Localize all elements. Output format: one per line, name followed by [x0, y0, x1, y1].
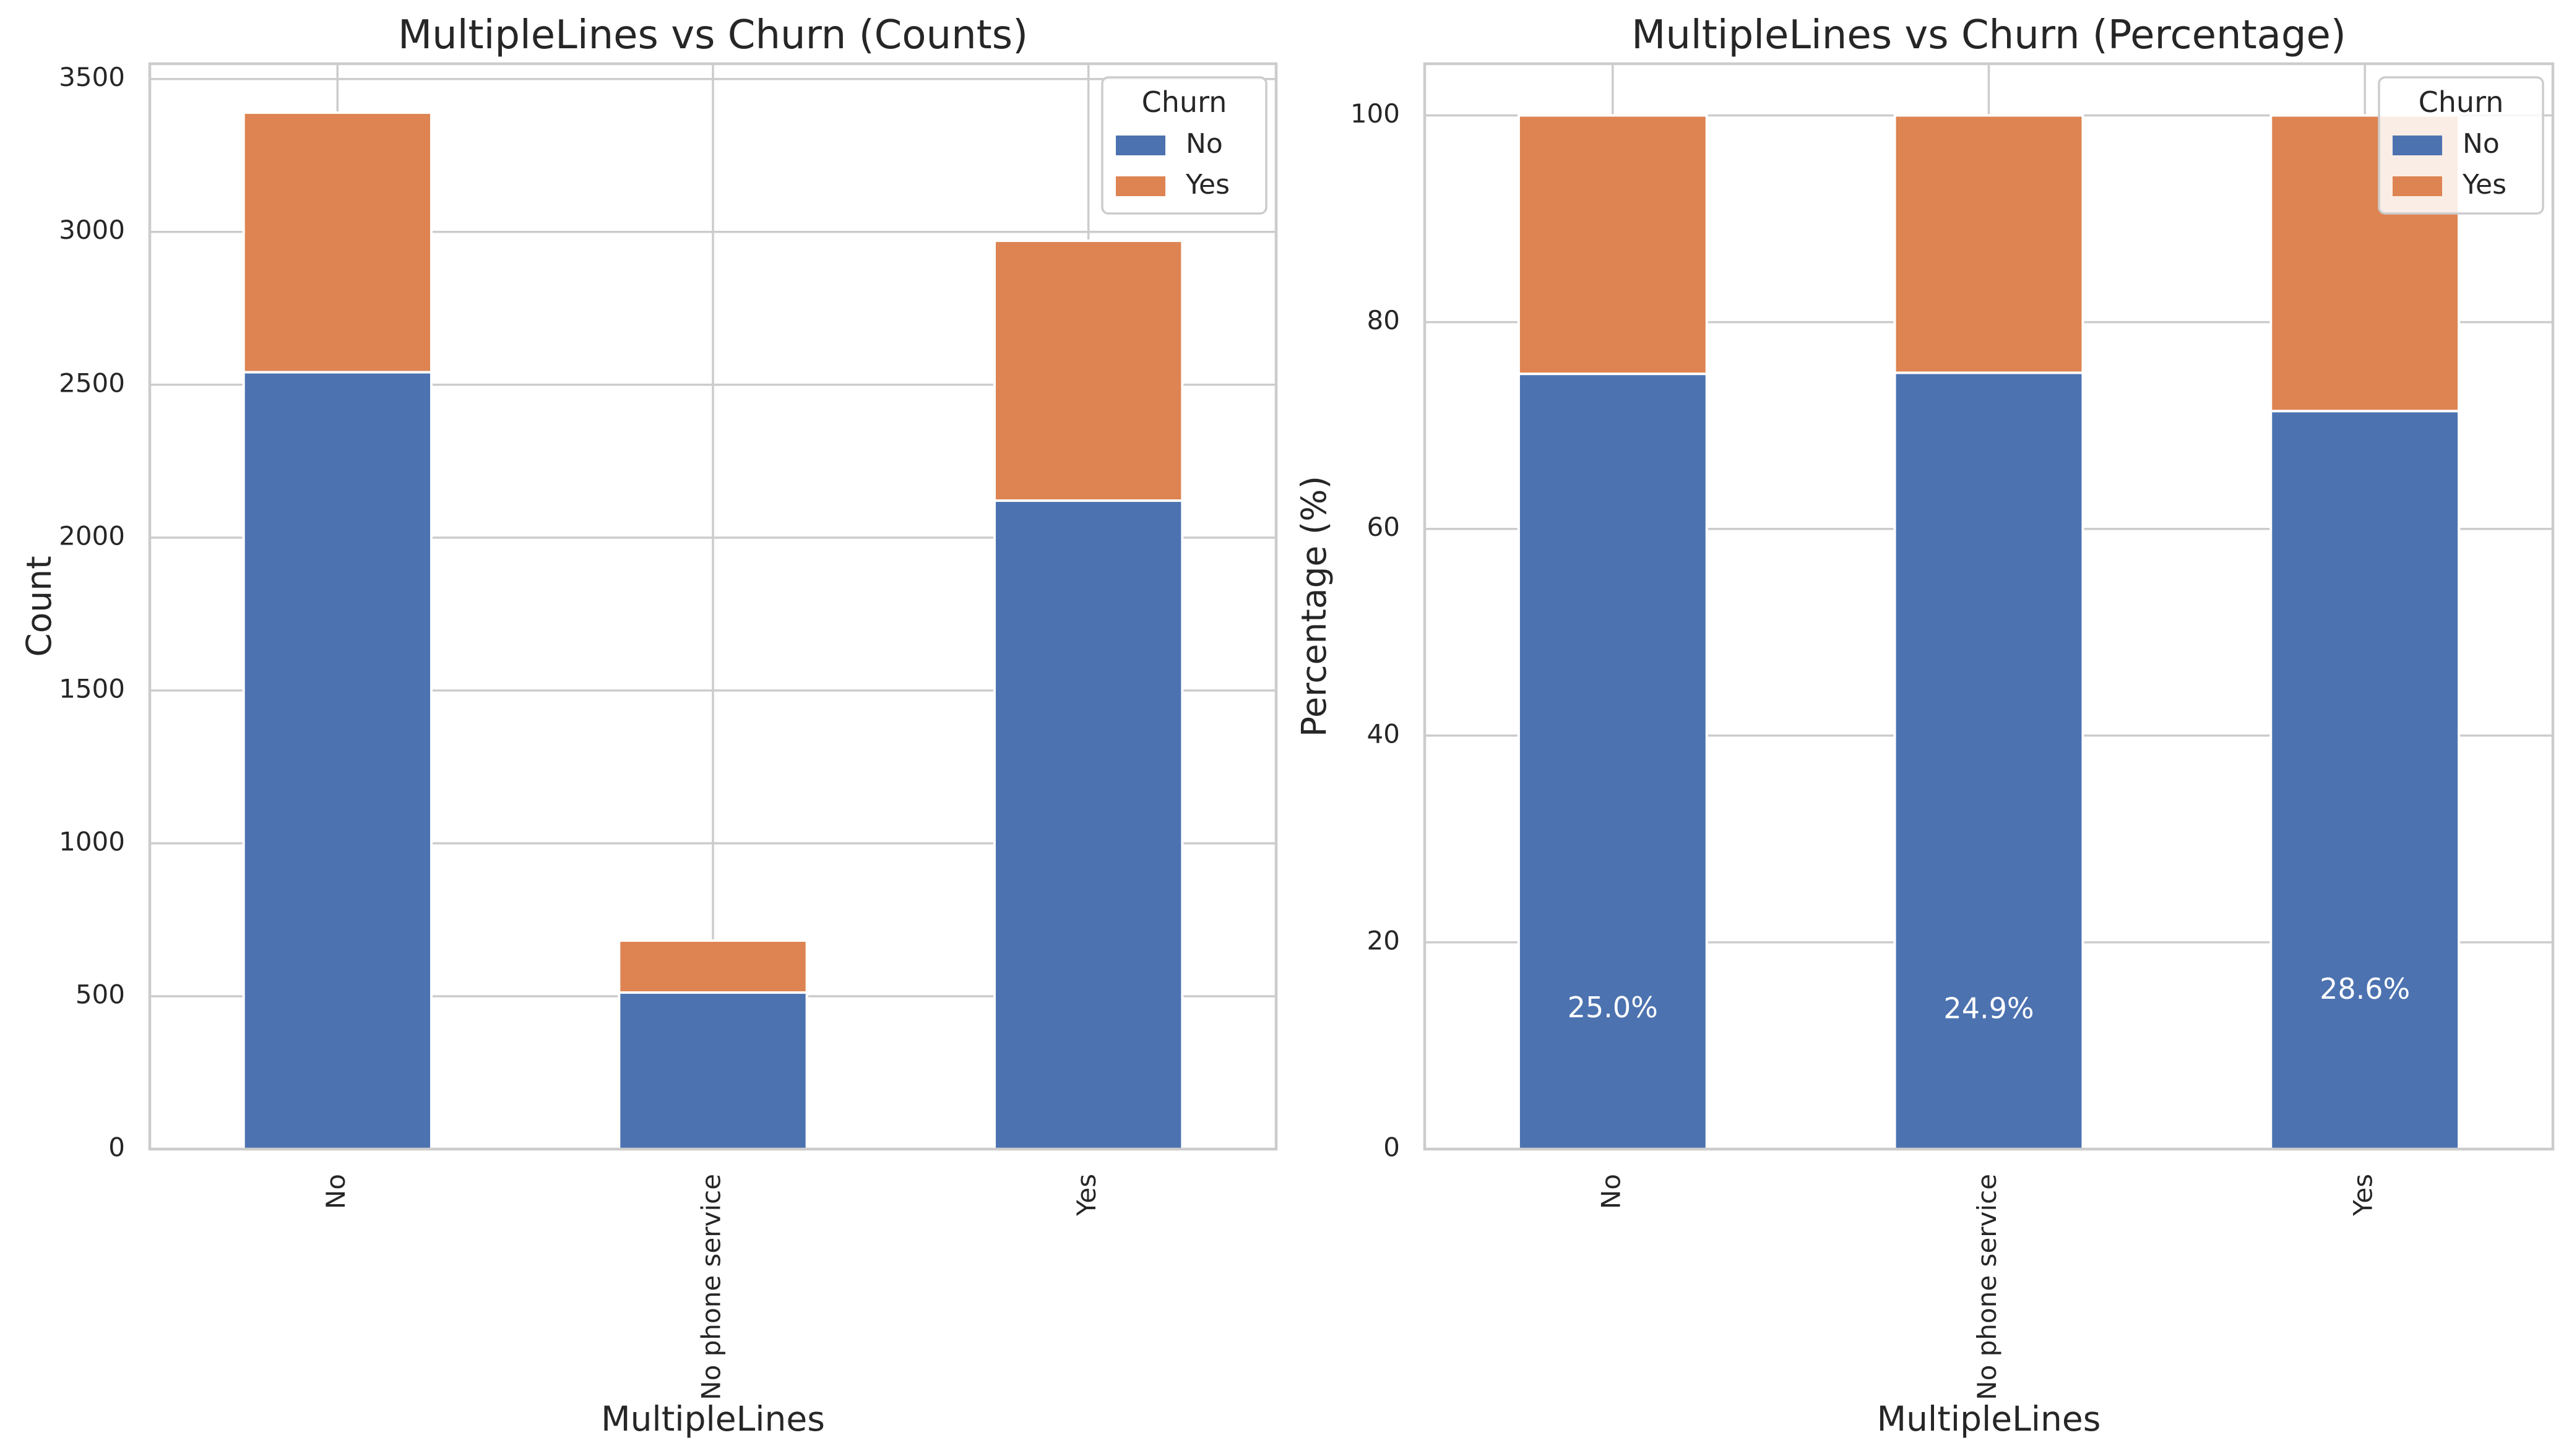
counts-x-axis-label: MultipleLines [601, 1399, 825, 1439]
counts-legend-label-no: No [1186, 128, 1223, 160]
counts-y-tick-label: 3000 [59, 215, 125, 245]
counts-legend-swatch-yes [1116, 176, 1165, 196]
percentage-legend-label-no: No [2463, 128, 2500, 160]
counts-y-tick-label: 500 [76, 979, 125, 1009]
counts-y-tick-label: 2000 [59, 520, 125, 551]
percentage-y-tick-labels: 0 20 40 60 80 100 [1350, 98, 1400, 1162]
percentage-legend: Churn No Yes [2378, 76, 2544, 215]
counts-y-tick-label: 0 [108, 1132, 125, 1163]
counts-x-tick-label-no-phone-service: No phone service [696, 1174, 727, 1400]
counts-chart-title: MultipleLines vs Churn (Counts) [398, 12, 1028, 58]
percentage-bar-yes-churn-no [2269, 410, 2461, 1150]
percentage-x-tick-labels: No No phone service Yes [1595, 1174, 2378, 1400]
percentage-y-axis-label: Percentage (%) [1294, 476, 1334, 737]
counts-axes-frame [148, 62, 1278, 1151]
percentage-legend-swatch-no [2393, 136, 2442, 155]
counts-y-tick-label: 1000 [59, 826, 125, 856]
counts-bar-yes-churn-no [993, 499, 1184, 1150]
counts-bar-no-churn-no [242, 371, 433, 1150]
percentage-bar-labels: 25.0% 24.9% 28.6% [1568, 972, 2410, 1025]
percentage-legend-swatch-yes [2393, 176, 2442, 196]
percentage-legend-label-yes: Yes [2462, 169, 2506, 200]
percentage-bar-no-phone-service-churn-yes [1893, 114, 2084, 374]
percentage-y-tick-label: 100 [1350, 98, 1400, 129]
percentage-x-tick-label-no-phone-service: No phone service [1972, 1174, 2002, 1400]
percentage-y-tick-label: 80 [1367, 305, 1400, 335]
percentage-x-tick-label-no: No [1595, 1174, 1626, 1209]
counts-bar-yes-churn-yes [993, 239, 1184, 502]
percentage-y-tick-label: 0 [1383, 1132, 1400, 1163]
counts-legend-title: Churn [1142, 85, 1227, 119]
counts-y-tick-label: 2500 [59, 368, 125, 398]
counts-bar-no-phone-service-churn-no [618, 991, 808, 1150]
counts-y-axis-label: Count [19, 556, 59, 657]
percentage-chart: 25.0% 24.9% 28.6% 0 20 40 60 80 100 No No phone … [1294, 12, 2555, 1439]
percentage-bar-no-churn-yes [1517, 114, 1708, 376]
percentage-x-tick-label-yes: Yes [2348, 1174, 2378, 1217]
percentage-bar-label-no: 25.0% [1568, 991, 1658, 1024]
counts-x-tick-labels: No No phone service Yes [321, 1174, 1102, 1400]
percentage-legend-title: Churn [2419, 85, 2504, 119]
percentage-bar-label-yes: 28.6% [2320, 972, 2410, 1006]
counts-y-tick-label: 1500 [59, 673, 125, 704]
percentage-bar-no-churn-no [1517, 373, 1708, 1151]
counts-y-tick-label: 3500 [59, 62, 125, 92]
counts-bars [242, 111, 1184, 1150]
counts-legend-swatch-no [1116, 136, 1165, 155]
counts-chart: 0 500 1000 1500 2000 2500 3000 3500 No No phone … [19, 12, 1278, 1439]
counts-legend: Churn No Yes [1101, 76, 1267, 215]
percentage-chart-title: MultipleLines vs Churn (Percentage) [1631, 12, 2346, 58]
percentage-axes-frame [1423, 62, 2555, 1151]
percentage-y-tick-label: 40 [1367, 718, 1400, 749]
counts-bar-no-churn-yes [242, 111, 433, 374]
percentage-bar-label-no-phone-service: 24.9% [1943, 992, 2034, 1025]
counts-legend-label-yes: Yes [1185, 169, 1230, 200]
percentage-y-tick-label: 20 [1367, 925, 1400, 955]
counts-y-tick-labels: 0 500 1000 1500 2000 2500 3000 3500 [59, 62, 125, 1162]
percentage-x-axis-label: MultipleLines [1877, 1399, 2101, 1439]
percentage-bar-no-phone-service-churn-no [1893, 371, 2084, 1150]
percentage-y-tick-label: 60 [1367, 512, 1400, 542]
counts-x-tick-label-yes: Yes [1071, 1174, 1102, 1217]
counts-x-tick-label-no: No [321, 1174, 351, 1209]
counts-bar-no-phone-service-churn-yes [618, 939, 808, 994]
